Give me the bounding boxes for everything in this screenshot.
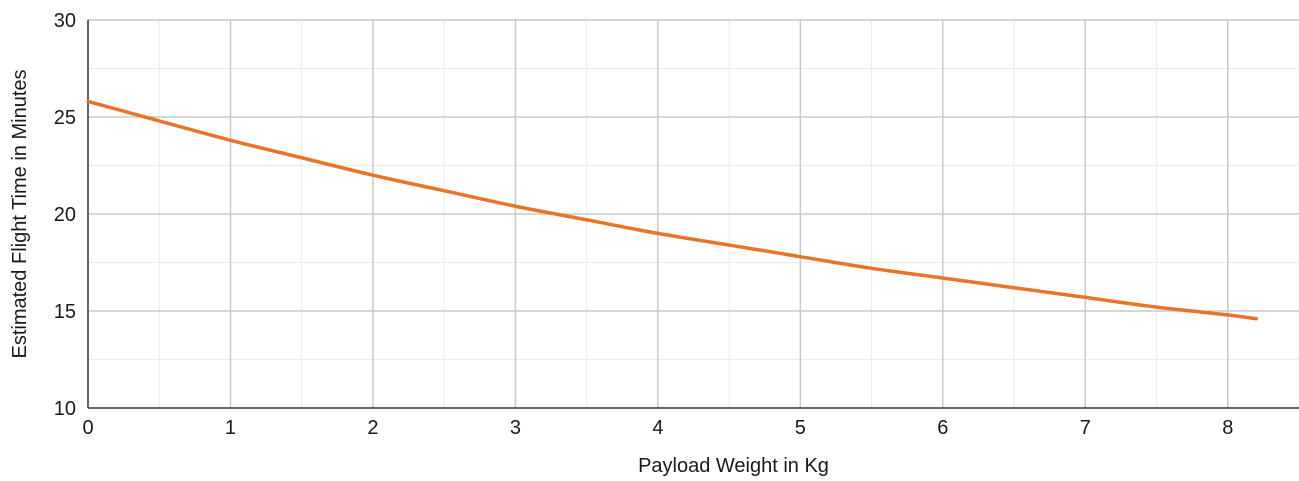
- y-tick-label: 30: [54, 10, 76, 32]
- y-tick-label: 15: [54, 301, 76, 323]
- x-tick-label: 2: [367, 417, 378, 439]
- y-tick-label: 25: [54, 107, 76, 129]
- x-tick-label: 0: [82, 417, 93, 439]
- series-line: [86, 99, 1259, 321]
- y-axis-title: Estimated Flight Time in Minutes: [9, 70, 31, 359]
- x-tick-label: 8: [1222, 417, 1233, 439]
- x-tick-label: 4: [652, 417, 663, 439]
- y-tick-label: 10: [54, 398, 76, 420]
- y-tick-labels: 10 15 20 25 30: [54, 10, 76, 420]
- x-tick-label: 1: [225, 417, 236, 439]
- x-tick-label: 7: [1080, 417, 1091, 439]
- y-tick-label: 20: [54, 204, 76, 226]
- major-gridlines: [88, 19, 1299, 408]
- x-tick-labels: 0 1 2 3 4 5 6 7 8: [82, 417, 1233, 439]
- x-tick-label: 6: [937, 417, 948, 439]
- x-axis-title: Payload Weight in Kg: [638, 455, 829, 476]
- axes: [87, 20, 1299, 409]
- x-tick-label: 3: [510, 417, 521, 439]
- x-tick-label: 5: [795, 417, 806, 439]
- series-layer: [86, 99, 1259, 321]
